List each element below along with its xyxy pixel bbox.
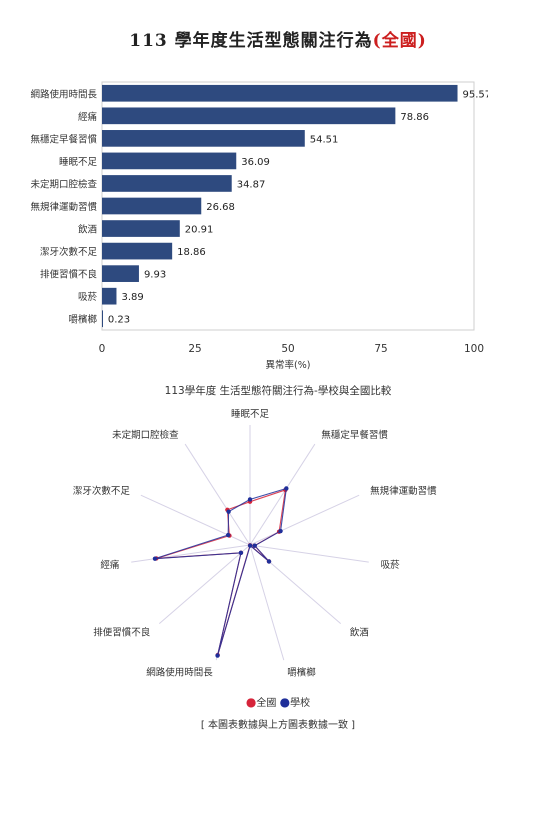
x-tick-label: 50 <box>281 343 294 355</box>
bar-chart: 網路使用時間長 95.57 經痛 78.86 無穩定早餐習慣 54.51 睡眠不足 36.09… <box>30 81 488 371</box>
radar-series-line <box>156 489 287 656</box>
bar <box>102 242 173 260</box>
bar <box>102 130 305 147</box>
category-label: 嚼檳榔 <box>68 314 97 326</box>
data-label: 9.93 <box>144 270 166 281</box>
radar-point <box>247 497 253 502</box>
radar-point <box>152 556 158 561</box>
radar-point <box>278 528 283 534</box>
radar-axis-label: 無規律運動習慣 <box>370 485 437 497</box>
radar-axis-label: 嚼檳榔 <box>287 667 316 679</box>
data-label: 36.09 <box>241 157 270 168</box>
radar-axis-label: 經痛 <box>100 559 120 571</box>
radar-axis-label: 吸菸 <box>381 559 401 571</box>
page-title-main: 113 學年度生活型態關注行為 <box>129 31 373 51</box>
radar-point <box>226 509 231 514</box>
radar-spoke <box>131 544 251 563</box>
data-label: 95.57 <box>463 89 488 100</box>
radar-point <box>284 486 289 491</box>
x-tick-label: 25 <box>188 343 201 355</box>
radar-series-line <box>154 487 287 656</box>
radar-axis-label: 睡眠不足 <box>231 408 270 420</box>
radar-point <box>252 543 257 548</box>
category-label: 睡眠不足 <box>59 156 98 168</box>
bar <box>102 84 458 102</box>
data-label: 34.87 <box>237 179 266 190</box>
category-label: 吸菸 <box>78 291 98 303</box>
radar-spoke <box>158 544 251 624</box>
radar-axis-label: 網路使用時間長 <box>146 667 213 679</box>
bar <box>102 265 139 282</box>
category-label: 經痛 <box>78 111 98 123</box>
radar-spoke <box>249 443 316 546</box>
bar <box>102 197 202 215</box>
data-label: 78.86 <box>400 112 429 123</box>
radar-axis-label: 未定期口腔檢查 <box>112 429 179 441</box>
bar <box>102 220 180 237</box>
radar-spoke <box>184 443 251 546</box>
radar-axis-label: 排便習慣不良 <box>93 626 151 638</box>
category-label: 網路使用時間長 <box>30 88 97 100</box>
legend-label-national: 全國 <box>256 698 277 709</box>
radar-spoke <box>249 544 369 563</box>
radar-axis-label: 飲酒 <box>350 626 370 638</box>
radar-spoke <box>249 544 285 661</box>
legend-marker-national: ● <box>245 695 257 709</box>
bar <box>102 287 117 305</box>
page-title-scope: (全國) <box>372 31 427 51</box>
footnote: [ 本圖表數據與上方圖表數據一致 ] <box>200 720 356 731</box>
bar <box>102 152 237 170</box>
radar-chart-title: 113學年度 生活型態符關注行為-學校與全國比較 <box>164 385 392 397</box>
data-label: 18.86 <box>177 247 206 258</box>
data-label: 20.91 <box>185 225 214 236</box>
legend-marker-school: ● <box>279 695 291 709</box>
category-label: 未定期口腔檢查 <box>30 178 97 190</box>
x-tick-label: 100 <box>464 343 484 355</box>
category-label: 飲酒 <box>78 224 98 236</box>
data-label: 54.51 <box>310 134 339 145</box>
radar-axis-label: 無穩定早餐習慣 <box>321 429 388 441</box>
radar-point <box>215 653 220 658</box>
radar-point <box>225 532 231 538</box>
x-tick-label: 75 <box>374 343 387 355</box>
x-tick-label: 0 <box>99 343 106 355</box>
data-label: 0.23 <box>108 315 130 326</box>
radar-axis-label: 潔牙次數不足 <box>73 485 131 497</box>
category-label: 潔牙次數不足 <box>40 246 98 258</box>
data-label: 26.68 <box>206 202 235 213</box>
radar-point <box>266 559 272 564</box>
category-label: 排便習慣不良 <box>40 269 98 281</box>
data-label: 3.89 <box>121 292 143 303</box>
legend-label-school: 學校 <box>290 698 311 709</box>
page-title: 113 學年度生活型態關注行為(全國) <box>0 26 556 51</box>
radar-spoke <box>249 494 360 546</box>
x-axis-label: 異常率(%) <box>266 359 311 371</box>
category-label: 無規律運動習慣 <box>30 201 97 213</box>
bar <box>102 310 103 328</box>
radar-point <box>238 550 244 556</box>
radar-spoke <box>140 494 251 546</box>
radar-legend: ●全國 ●學校 <box>0 694 556 709</box>
radar-point <box>247 543 253 548</box>
bar <box>102 107 396 125</box>
bar <box>102 175 232 192</box>
category-label: 無穩定早餐習慣 <box>30 133 97 145</box>
